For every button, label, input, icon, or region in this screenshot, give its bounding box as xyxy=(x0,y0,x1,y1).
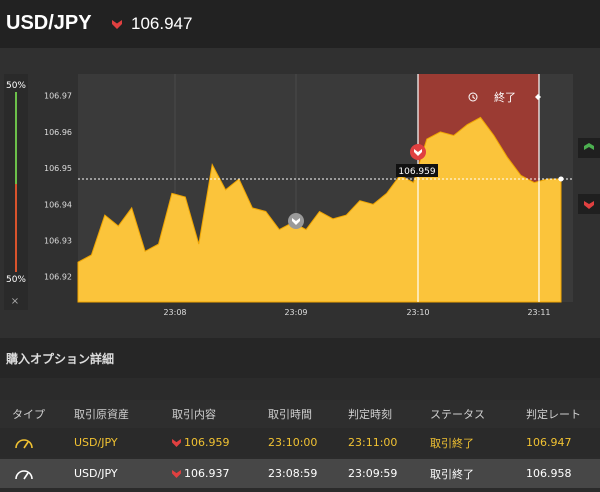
header-judge-rate: 判定レート xyxy=(526,408,581,421)
down-arrow-icon xyxy=(584,201,594,209)
table-header-row: タイプ 取引原資産 取引内容 取引時間 判定時刻 ステータス 判定レート xyxy=(0,400,600,428)
row-rate: 106.937 xyxy=(184,467,230,480)
row-asset: USD/JPY xyxy=(74,467,118,480)
price-tag-label: 106.959 xyxy=(398,167,435,177)
header-trade-time: 取引時間 xyxy=(268,408,312,421)
entry-neutral-marker[interactable] xyxy=(288,213,304,229)
end-diamond-icon xyxy=(535,94,541,100)
header-type: タイプ xyxy=(12,408,45,421)
history-icon[interactable] xyxy=(468,92,478,102)
row-asset: USD/JPY xyxy=(74,436,118,449)
gauge-icon xyxy=(14,428,34,457)
price-area-series xyxy=(77,116,562,303)
row-time: 23:08:59 xyxy=(268,467,318,480)
row-judge-rate: 106.958 xyxy=(526,467,572,480)
close-icon[interactable]: × xyxy=(11,296,19,307)
y-tick-label: 106.94 xyxy=(44,200,72,209)
y-tick-label: 106.95 xyxy=(44,164,72,173)
x-tick-label: 23:10 xyxy=(406,308,429,317)
chart-panel: 50% 50% × 106.959 終了 xyxy=(0,48,600,338)
x-axis-labels: 23:08 23:09 23:10 23:11 xyxy=(163,308,550,317)
sentiment-top-percent: 50% xyxy=(6,81,26,91)
header-asset: 取引原資産 xyxy=(74,408,129,421)
row-judge-rate: 106.947 xyxy=(526,436,572,449)
y-axis-labels: 106.97 106.96 106.95 106.94 106.93 106.92 xyxy=(44,92,72,282)
y-tick-label: 106.96 xyxy=(44,128,72,137)
x-tick-label: 23:09 xyxy=(284,308,307,317)
header-bar: USD/JPY 106.947 xyxy=(0,0,600,48)
end-label: 終了 xyxy=(494,90,516,104)
header-status: ステータス xyxy=(430,408,485,421)
row-status: 取引終了 xyxy=(430,467,474,481)
row-judge-time: 23:11:00 xyxy=(348,436,398,449)
row-rate: 106.959 xyxy=(184,436,230,449)
currency-pair: USD/JPY xyxy=(6,12,92,34)
row-judge-time: 23:09:59 xyxy=(348,467,398,480)
price-tag xyxy=(396,164,438,177)
table-row[interactable]: USD/JPY 106.959 23:10:00 23:11:00 取引終了 1… xyxy=(0,428,600,457)
gauge-icon xyxy=(14,459,34,488)
current-rate: 106.947 xyxy=(131,14,193,33)
up-arrow-icon xyxy=(584,143,594,150)
row-time: 23:10:00 xyxy=(268,436,318,449)
price-chart: 50% 50% × 106.959 終了 xyxy=(4,74,600,317)
section-title: 購入オプション詳細 xyxy=(6,352,115,366)
header-judge-time: 判定時刻 xyxy=(348,408,392,421)
current-price-dot xyxy=(558,176,564,182)
row-direction: 106.959 xyxy=(172,428,230,457)
row-status: 取引終了 xyxy=(430,436,474,450)
table-row[interactable]: USD/JPY 106.937 23:08:59 23:09:59 取引終了 1… xyxy=(0,459,600,488)
row-direction: 106.937 xyxy=(172,459,230,488)
sentiment-bottom-percent: 50% xyxy=(6,275,26,285)
y-tick-label: 106.97 xyxy=(44,92,72,101)
high-button[interactable] xyxy=(578,138,600,158)
down-arrow-icon xyxy=(112,20,122,29)
section-header: 購入オプション詳細 xyxy=(0,338,600,378)
down-arrow-icon xyxy=(172,469,181,478)
down-arrow-icon xyxy=(172,438,181,447)
y-tick-label: 106.93 xyxy=(44,236,72,245)
y-tick-label: 106.92 xyxy=(44,273,72,282)
x-tick-label: 23:08 xyxy=(163,308,186,317)
x-tick-label: 23:11 xyxy=(527,308,550,317)
entry-down-marker[interactable] xyxy=(410,144,426,160)
header-content: 取引内容 xyxy=(172,408,216,421)
